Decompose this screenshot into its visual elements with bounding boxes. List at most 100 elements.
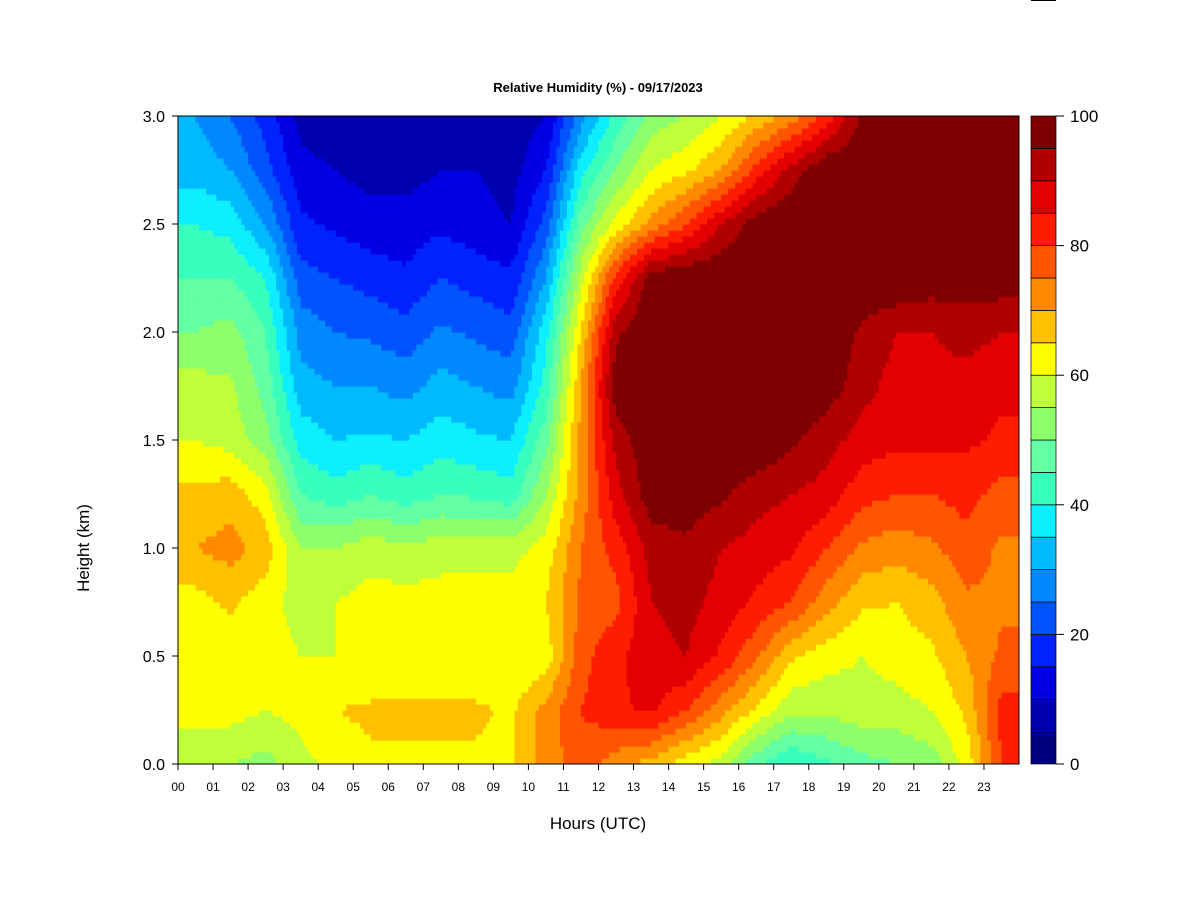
heatmap-cell: [189, 728, 193, 735]
heatmap-cell: [248, 644, 252, 651]
heatmap-cell: [238, 638, 242, 645]
heatmap-cell: [192, 518, 196, 525]
heatmap-cell: [238, 584, 242, 591]
heatmap-cell: [206, 470, 210, 477]
heatmap-cell: [227, 212, 231, 219]
heatmap-cell: [325, 746, 329, 753]
heatmap-cell: [297, 242, 301, 249]
heatmap-cell: [283, 482, 287, 489]
heatmap-cell: [227, 596, 231, 603]
heatmap-cell: [308, 470, 312, 477]
heatmap-cell: [297, 506, 301, 513]
heatmap-cell: [339, 704, 343, 711]
heatmap-cell: [329, 356, 333, 363]
heatmap-cell: [315, 278, 319, 285]
heatmap-cell: [182, 206, 186, 213]
heatmap-cell: [325, 302, 329, 309]
heatmap-cell: [227, 410, 231, 417]
heatmap-cell: [196, 152, 200, 159]
heatmap-cell: [311, 434, 315, 441]
heatmap-cell: [339, 656, 343, 663]
heatmap-cell: [210, 680, 214, 687]
heatmap-cell: [315, 512, 319, 519]
heatmap-cell: [322, 440, 326, 447]
heatmap-cell: [199, 710, 203, 717]
heatmap-cell: [283, 710, 287, 717]
heatmap-cell: [231, 674, 235, 681]
heatmap-cell: [213, 746, 217, 753]
heatmap-cell: [318, 680, 322, 687]
heatmap-cell: [224, 668, 228, 675]
heatmap-cell: [252, 602, 256, 609]
heatmap-cell: [241, 548, 245, 555]
heatmap-cell: [308, 620, 312, 627]
heatmap-cell: [287, 200, 291, 207]
heatmap-cell: [185, 320, 189, 327]
heatmap-cell: [245, 380, 249, 387]
heatmap-cell: [304, 260, 308, 267]
heatmap-cell: [199, 218, 203, 225]
heatmap-cell: [283, 404, 287, 411]
heatmap-cell: [315, 320, 319, 327]
heatmap-cell: [308, 152, 312, 159]
heatmap-cell: [213, 158, 217, 165]
heatmap-cell: [227, 332, 231, 339]
heatmap-cell: [234, 446, 238, 453]
heatmap-cell: [217, 182, 221, 189]
heatmap-cell: [322, 296, 326, 303]
heatmap-cell: [196, 728, 200, 735]
heatmap-cell: [224, 404, 228, 411]
heatmap-cell: [262, 374, 266, 381]
heatmap-cell: [192, 200, 196, 207]
heatmap-cell: [259, 680, 263, 687]
heatmap-cell: [266, 596, 270, 603]
heatmap-cell: [189, 668, 193, 675]
heatmap-cell: [248, 626, 252, 633]
heatmap-cell: [182, 734, 186, 741]
heatmap-cell: [318, 530, 322, 537]
heatmap-cell: [199, 164, 203, 171]
heatmap-cell: [301, 146, 305, 153]
heatmap-cell: [245, 416, 249, 423]
heatmap-cell: [206, 734, 210, 741]
heatmap-cell: [283, 428, 287, 435]
heatmap-cell: [234, 494, 238, 501]
heatmap-cell: [252, 608, 256, 615]
heatmap-cell: [290, 440, 294, 447]
heatmap-cell: [329, 182, 333, 189]
heatmap-cell: [329, 314, 333, 321]
heatmap-cell: [178, 746, 182, 753]
heatmap-cell: [266, 278, 270, 285]
heatmap-cell: [325, 578, 329, 585]
heatmap-cell: [203, 398, 207, 405]
heatmap-cell: [234, 530, 238, 537]
heatmap-cell: [304, 608, 308, 615]
heatmap-cell: [238, 308, 242, 315]
heatmap-cell: [266, 728, 270, 735]
heatmap-cell: [294, 638, 298, 645]
heatmap-cell: [322, 416, 326, 423]
heatmap-cell: [329, 734, 333, 741]
heatmap-cell: [269, 362, 273, 369]
heatmap-cell: [196, 194, 200, 201]
heatmap-cell: [301, 284, 305, 291]
heatmap-cell: [182, 140, 186, 147]
heatmap-cell: [220, 326, 224, 333]
heatmap-cell: [248, 608, 252, 615]
heatmap-cell: [206, 218, 210, 225]
heatmap-cell: [213, 146, 217, 153]
heatmap-cell: [241, 326, 245, 333]
heatmap-cell: [178, 326, 182, 333]
heatmap-cell: [217, 152, 221, 159]
heatmap-cell: [259, 140, 263, 147]
heatmap-cell: [322, 458, 326, 465]
heatmap-cell: [287, 332, 291, 339]
heatmap-cell: [262, 698, 266, 705]
heatmap-cell: [255, 236, 259, 243]
heatmap-cell: [290, 644, 294, 651]
heatmap-cell: [199, 140, 203, 147]
heatmap-cell: [336, 716, 340, 723]
heatmap-cell: [210, 740, 214, 747]
heatmap-cell: [262, 164, 266, 171]
heatmap-cell: [220, 626, 224, 633]
